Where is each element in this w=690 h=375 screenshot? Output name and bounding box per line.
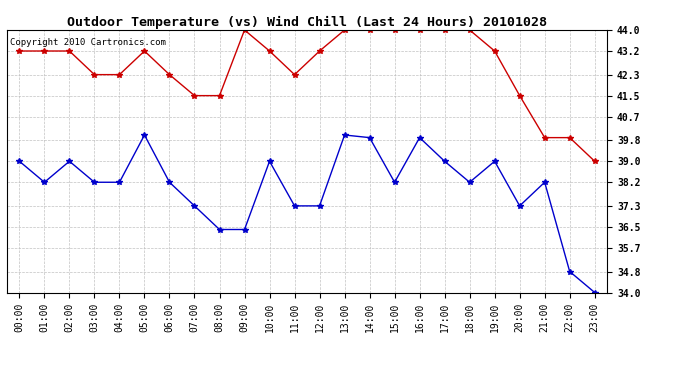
Text: Copyright 2010 Cartronics.com: Copyright 2010 Cartronics.com (10, 38, 166, 47)
Title: Outdoor Temperature (vs) Wind Chill (Last 24 Hours) 20101028: Outdoor Temperature (vs) Wind Chill (Las… (67, 16, 547, 29)
